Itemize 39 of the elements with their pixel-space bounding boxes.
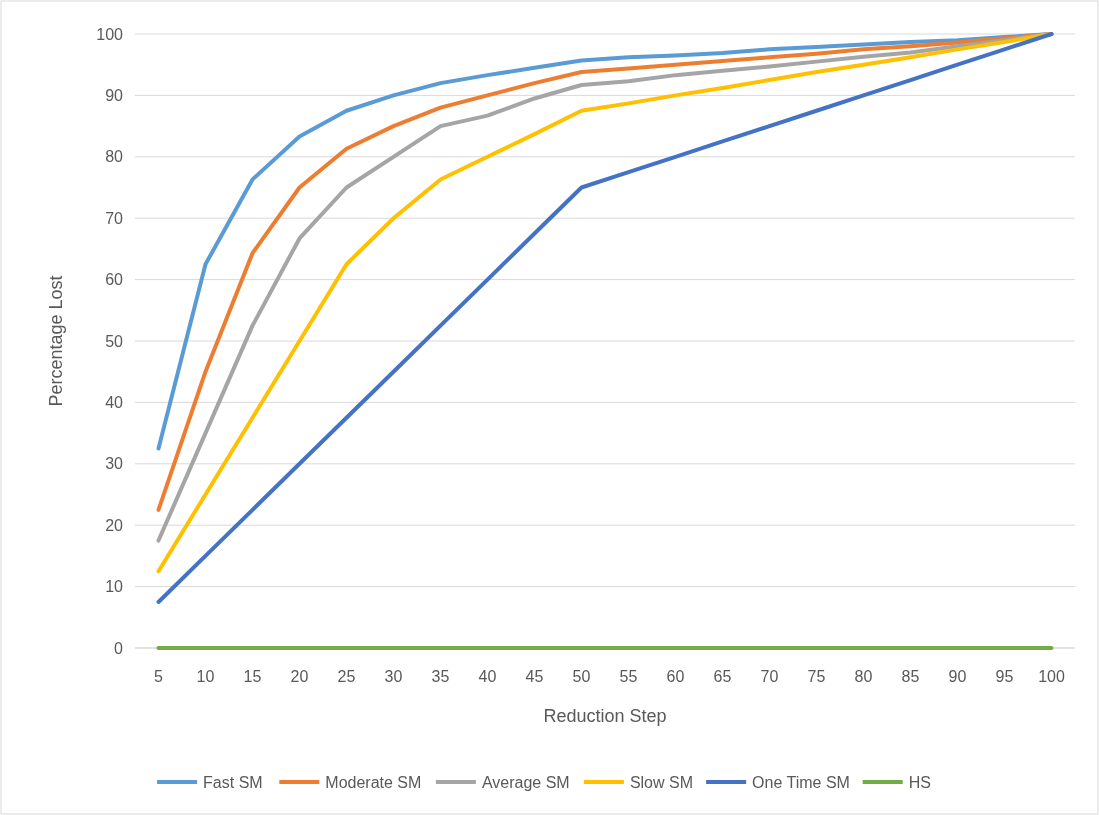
x-tick-label: 60 xyxy=(666,668,685,685)
legend-label: Average SM xyxy=(481,773,570,791)
y-tick-label: 100 xyxy=(96,25,124,43)
x-tick-label: 10 xyxy=(196,668,215,685)
x-tick-label: 70 xyxy=(760,668,779,685)
y-tick-label: 70 xyxy=(105,209,124,227)
y-tick-label: 20 xyxy=(105,516,124,534)
legend-label: One Time SM xyxy=(752,773,850,791)
y-tick-label: 90 xyxy=(105,87,124,104)
x-tick-label: 5 xyxy=(154,668,164,685)
x-tick-label: 80 xyxy=(854,668,873,685)
x-axis-title: Reduction Step xyxy=(543,706,667,726)
x-tick-label: 15 xyxy=(243,668,262,685)
y-tick-label: 50 xyxy=(105,332,124,350)
x-tick-label: 40 xyxy=(478,668,497,685)
x-tick-label: 50 xyxy=(572,668,591,685)
y-tick-label: 40 xyxy=(105,394,124,411)
y-tick-label: 10 xyxy=(105,578,124,596)
x-tick-label: 45 xyxy=(525,668,544,685)
legend-label: Slow SM xyxy=(629,773,694,791)
y-tick-label: 30 xyxy=(105,455,124,473)
x-tick-label: 75 xyxy=(807,668,826,685)
x-tick-label: 65 xyxy=(713,668,732,685)
x-tick-label: 20 xyxy=(290,668,309,685)
x-tick-label: 55 xyxy=(619,668,638,685)
x-tick-label: 100 xyxy=(1038,668,1065,685)
legend-label: Moderate SM xyxy=(325,773,422,791)
x-tick-label: 95 xyxy=(995,668,1014,685)
legend-label: Fast SM xyxy=(203,773,263,791)
x-tick-label: 90 xyxy=(948,668,967,685)
x-tick-label: 25 xyxy=(337,668,356,685)
x-tick-label: 30 xyxy=(384,668,403,685)
x-tick-label: 85 xyxy=(901,668,920,685)
legend-label: HS xyxy=(908,773,931,791)
y-axis-title: Percentage Lost xyxy=(46,275,66,407)
y-tick-label: 60 xyxy=(105,271,124,289)
y-tick-label: 0 xyxy=(114,639,124,657)
x-tick-label: 35 xyxy=(431,668,450,685)
y-tick-label: 80 xyxy=(105,148,124,166)
